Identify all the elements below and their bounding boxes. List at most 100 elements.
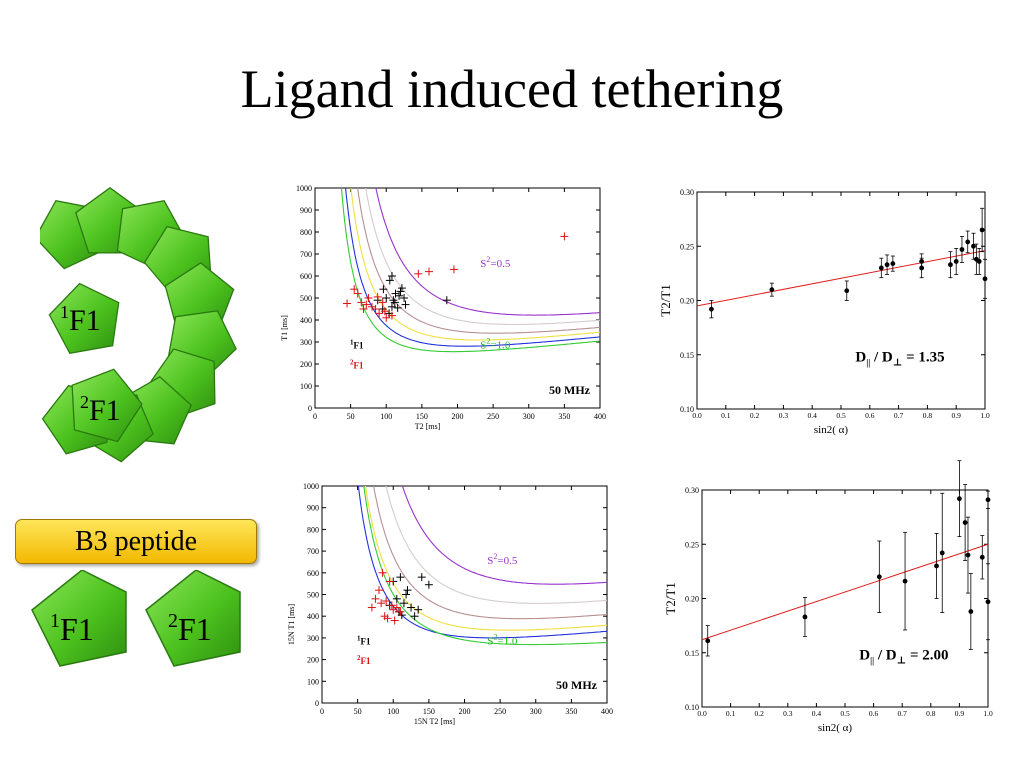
data-point xyxy=(884,262,890,268)
data-point xyxy=(878,265,884,271)
data-point xyxy=(971,243,976,249)
x-tick-label: 0.5 xyxy=(840,709,850,718)
t1-t2-plot-free: 0 50 100 150 200 250 300 350 400 0 100 200 300 400 500… xyxy=(270,478,620,728)
y-tick-label: 0 xyxy=(308,404,312,413)
data-point xyxy=(844,288,850,294)
x-axis-label: T2 [ms] xyxy=(415,422,441,431)
x-axis-label: sin2( α) xyxy=(814,424,849,436)
theory-curve xyxy=(350,188,600,341)
ratio-plot-bound: 0.0 0.1 0.2 0.3 0.4 0.5 0.6 0.7 0.8 0.9 1.0 0.10 0.1… xyxy=(640,180,1000,442)
data-point xyxy=(965,239,971,245)
x-tick-label: 200 xyxy=(459,707,471,716)
data-point xyxy=(705,638,711,644)
field-strength-label: 50 MHz xyxy=(556,678,598,692)
x-tick-label: 0.7 xyxy=(898,709,908,718)
x-tick-label: 350 xyxy=(565,707,577,716)
fit-line xyxy=(701,543,989,641)
y-axis-label: 15N T1 [ms] xyxy=(287,604,296,646)
anisotropy-ratio-label: D|| / D⊥ = 2.00 xyxy=(859,647,948,666)
curve-label-s2-1.0: S2=1.0 xyxy=(487,632,518,647)
y-tick-label: 0.10 xyxy=(685,703,699,712)
x-tick-label: 0.7 xyxy=(894,411,904,420)
curve-label-s2-0.5: S2=0.5 xyxy=(487,552,518,567)
data-point xyxy=(934,563,939,569)
theory-curve xyxy=(340,188,600,353)
plot-frame xyxy=(701,489,989,708)
bound-f1-1-label: 1F1 xyxy=(60,302,101,337)
anisotropy-ratio-label: D|| / D⊥ = 1.35 xyxy=(855,349,944,368)
free-modules-illustration: 1F1 2F1 xyxy=(31,570,241,667)
y-tick-label: 900 xyxy=(307,504,319,513)
data-point xyxy=(979,554,985,560)
data-point xyxy=(876,574,882,580)
x-tick-label: 0.9 xyxy=(955,709,965,718)
y-tick-label: 0.30 xyxy=(680,188,694,197)
x-tick-label: 0 xyxy=(320,707,324,716)
x-tick-label: 400 xyxy=(594,412,606,421)
x-tick-label: 250 xyxy=(494,707,506,716)
data-point xyxy=(976,259,982,264)
x-tick-label: 150 xyxy=(423,707,435,716)
x-tick-label: 0.4 xyxy=(808,411,818,420)
y-tick-label: 700 xyxy=(300,250,312,259)
x-tick-label: 0.0 xyxy=(697,709,707,718)
y-tick-label: 1000 xyxy=(296,184,312,193)
legend-2f1: 2F1 xyxy=(350,358,364,370)
data-point xyxy=(968,609,974,614)
y-tick-label: 0.25 xyxy=(685,540,699,549)
x-tick-label: 0.5 xyxy=(836,411,846,420)
legend-1f1: 1F1 xyxy=(357,634,371,646)
fit-line xyxy=(696,250,986,307)
x-tick-label: 400 xyxy=(601,707,613,716)
x-tick-label: 250 xyxy=(487,412,499,421)
x-tick-label: 0.3 xyxy=(783,709,793,718)
data-point xyxy=(985,599,991,605)
data-point xyxy=(953,259,959,264)
ratio-plot-free: 0.0 0.1 0.2 0.3 0.4 0.5 0.6 0.7 0.8 0.9 1.0 0.10 0.1… xyxy=(640,460,1000,740)
x-tick-label: 0.6 xyxy=(869,709,879,718)
free-f1-2-pentagon xyxy=(145,570,241,667)
y-tick-label: 900 xyxy=(300,206,312,215)
y-tick-label: 700 xyxy=(307,547,319,556)
x-tick-label: 100 xyxy=(387,707,399,716)
bound-f1-1-pentagon xyxy=(48,282,120,355)
x-tick-label: 300 xyxy=(530,707,542,716)
y-tick-label: 400 xyxy=(307,612,319,621)
y-axis-label: T2/T1 xyxy=(663,582,678,615)
x-tick-label: 0.8 xyxy=(923,411,933,420)
y-tick-label: 100 xyxy=(300,382,312,391)
x-tick-label: 0.8 xyxy=(926,709,936,718)
theory-curve xyxy=(357,486,607,639)
y-tick-label: 0 xyxy=(315,699,319,708)
x-tick-label: 0.2 xyxy=(750,411,760,420)
x-tick-label: 100 xyxy=(380,412,392,421)
y-tick-label: 300 xyxy=(307,634,319,643)
y-tick-label: 800 xyxy=(300,228,312,237)
x-tick-label: 0.0 xyxy=(692,411,702,420)
y-tick-label: 400 xyxy=(300,316,312,325)
y-tick-label: 800 xyxy=(307,525,319,534)
free-f1-2-label: 2F1 xyxy=(168,610,212,647)
y-axis-label: T1 [ms] xyxy=(280,315,289,341)
theory-curve xyxy=(365,188,600,326)
data-point xyxy=(902,578,908,584)
legend-1f1: 1F1 xyxy=(350,339,364,351)
x-tick-label: 0.1 xyxy=(726,709,736,718)
x-tick-label: 0 xyxy=(313,412,317,421)
bound-f1-2-pentagon xyxy=(71,368,143,443)
data-point xyxy=(890,261,896,267)
plot-frame xyxy=(314,187,601,409)
y-tick-label: 500 xyxy=(300,294,312,303)
free-f1-1-label: 1F1 xyxy=(50,610,94,647)
y-tick-label: 600 xyxy=(300,272,312,281)
theory-curves xyxy=(340,188,600,353)
data-point xyxy=(985,497,991,503)
y-tick-label: 0.30 xyxy=(685,486,699,495)
theory-curve xyxy=(401,486,607,585)
legend-2f1: 2F1 xyxy=(357,654,371,666)
x-tick-label: 1.0 xyxy=(980,411,990,420)
b3-peptide-badge: B3 peptide xyxy=(15,519,257,564)
t1-t2-plot-bound: 0 50 100 150 200 250 300 350 400 0 100 200 300 400 500… xyxy=(270,180,615,431)
x-tick-label: 0.2 xyxy=(755,709,765,718)
tethered-modules-illustration: 1F1 2F1 xyxy=(40,186,237,463)
